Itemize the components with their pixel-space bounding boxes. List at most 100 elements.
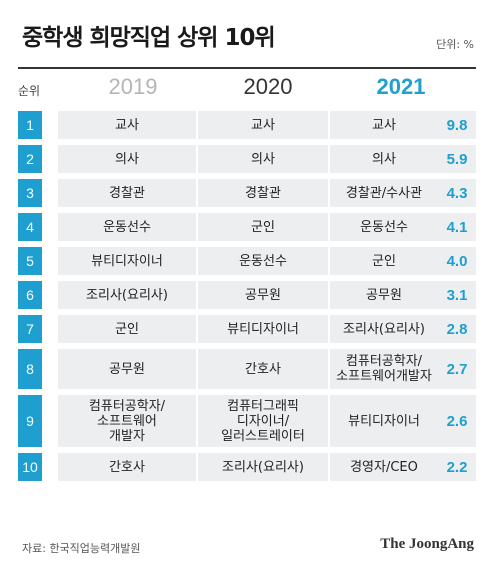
table-row: 10 간호사 조리사(요리사) 경영자/CEO 2.2 xyxy=(18,450,476,484)
brand-logo: The JoongAng xyxy=(380,536,474,552)
job-2021: 컴퓨터공학자/ 소프트웨어개발자 xyxy=(336,354,432,384)
cell-background xyxy=(58,281,196,309)
cell-background xyxy=(198,213,328,241)
cell-background xyxy=(198,453,328,481)
job-2021: 교사 xyxy=(372,117,396,133)
cell-background xyxy=(198,247,328,275)
job-2019: 뷰티디자이너 xyxy=(91,253,163,269)
job-2020: 운동선수 xyxy=(239,253,287,269)
percent-value-2021: 2.8 xyxy=(446,320,468,338)
table-row: 4 운동선수 군인 운동선수 4.1 xyxy=(18,210,476,244)
rank-badge: 1 xyxy=(18,111,42,139)
rank-header: 순위 xyxy=(18,84,41,98)
job-2020: 공무원 xyxy=(245,287,281,303)
cell-background xyxy=(198,281,328,309)
job-2019: 운동선수 xyxy=(103,219,151,235)
job-2019: 공무원 xyxy=(109,361,145,377)
job-2019: 경찰관 xyxy=(109,185,145,201)
cell-background xyxy=(58,213,196,241)
cell-background xyxy=(198,111,328,139)
rank-badge: 7 xyxy=(18,315,42,343)
table-row: 6 조리사(요리사) 공무원 공무원 3.1 xyxy=(18,278,476,312)
job-2021: 경영자/CEO xyxy=(350,459,418,475)
table-row: 5 뷰티디자이너 운동선수 군인 4.0 xyxy=(18,244,476,278)
cell-background xyxy=(198,145,328,173)
cell-background xyxy=(58,395,196,447)
cell-background xyxy=(58,247,196,275)
job-2021: 조리사(요리사) xyxy=(343,321,425,337)
rank-badge: 8 xyxy=(18,349,42,389)
job-2019: 의사 xyxy=(115,151,139,167)
table-row: 8 공무원 간호사 컴퓨터공학자/ 소프트웨어개발자 2.7 xyxy=(18,346,476,392)
cell-background xyxy=(330,213,476,241)
percent-value-2021: 3.1 xyxy=(446,286,468,304)
cell-background xyxy=(58,349,196,389)
cell-background xyxy=(198,395,328,447)
cell-background xyxy=(58,315,196,343)
rank-badge: 9 xyxy=(18,395,42,447)
job-2019: 군인 xyxy=(115,321,139,337)
cell-background xyxy=(198,315,328,343)
year-header-2021: 2021 xyxy=(376,74,426,99)
job-2021: 공무원 xyxy=(366,287,402,303)
table-row: 2 의사 의사 의사 5.9 xyxy=(18,142,476,176)
percent-value-2021: 5.9 xyxy=(446,150,468,168)
job-2021: 의사 xyxy=(372,151,396,167)
cell-background xyxy=(330,395,476,447)
percent-value-2021: 4.1 xyxy=(446,218,468,236)
percent-value-2021: 2.7 xyxy=(446,360,468,378)
rank-badge: 10 xyxy=(18,453,42,481)
job-2020: 의사 xyxy=(251,151,275,167)
job-2020: 조리사(요리사) xyxy=(222,459,304,475)
header-divider xyxy=(18,67,476,69)
cell-background xyxy=(198,179,328,207)
percent-value-2021: 4.3 xyxy=(446,184,468,202)
rank-badge: 4 xyxy=(18,213,42,241)
chart-title: 중학생 희망직업 상위 10위 xyxy=(22,25,276,51)
percent-value-2021: 9.8 xyxy=(446,116,468,134)
ranking-table: 1 교사 교사 교사 9.8 2 의사 의사 의사 5.9 3 경찰관 경찰관 경찰관/수사관 4.3 4 운동… xyxy=(18,108,476,484)
job-2021: 뷰티디자이너 xyxy=(348,413,420,429)
cell-background xyxy=(330,315,476,343)
percent-value-2021: 2.6 xyxy=(446,412,468,430)
cell-background xyxy=(58,111,196,139)
table-header: 순위 2019 2020 2021 xyxy=(18,72,476,106)
percent-value-2021: 4.0 xyxy=(446,252,468,270)
job-2019: 간호사 xyxy=(109,459,145,475)
cell-background xyxy=(330,281,476,309)
job-2020: 경찰관 xyxy=(245,185,281,201)
percent-value-2021: 2.2 xyxy=(446,458,468,476)
job-2020: 교사 xyxy=(251,117,275,133)
cell-background xyxy=(330,453,476,481)
job-2021: 군인 xyxy=(372,253,396,269)
cell-background xyxy=(330,111,476,139)
year-header-2020: 2020 xyxy=(243,74,293,99)
job-2020: 뷰티디자이너 xyxy=(227,321,299,337)
job-2021: 운동선수 xyxy=(360,219,408,235)
year-header-2019: 2019 xyxy=(108,74,158,99)
job-2020: 컴퓨터그래픽 디자이너/ 일러스트레이터 xyxy=(221,398,305,444)
table-row: 1 교사 교사 교사 9.8 xyxy=(18,108,476,142)
job-2019: 조리사(요리사) xyxy=(86,287,168,303)
cell-background xyxy=(58,453,196,481)
cell-background xyxy=(330,349,476,389)
unit-label: 단위: % xyxy=(436,38,474,51)
rank-badge: 2 xyxy=(18,145,42,173)
job-2019: 교사 xyxy=(115,117,139,133)
cell-background xyxy=(330,247,476,275)
cell-background xyxy=(330,179,476,207)
cell-background xyxy=(198,349,328,389)
rank-badge: 5 xyxy=(18,247,42,275)
cell-background xyxy=(58,145,196,173)
table-row: 3 경찰관 경찰관 경찰관/수사관 4.3 xyxy=(18,176,476,210)
table-row: 7 군인 뷰티디자이너 조리사(요리사) 2.8 xyxy=(18,312,476,346)
cell-background xyxy=(58,179,196,207)
job-2020: 군인 xyxy=(251,219,275,235)
rank-badge: 3 xyxy=(18,179,42,207)
job-2021: 경찰관/수사관 xyxy=(345,185,423,201)
rank-badge: 6 xyxy=(18,281,42,309)
job-2019: 컴퓨터공학자/ 소프트웨어 개발자 xyxy=(88,398,166,444)
cell-background xyxy=(330,145,476,173)
table-row: 9 컴퓨터공학자/ 소프트웨어 개발자 컴퓨터그래픽 디자이너/ 일러스트레이터 뷰티… xyxy=(18,392,476,450)
source-note: 자료: 한국직업능력개발원 xyxy=(22,542,141,555)
